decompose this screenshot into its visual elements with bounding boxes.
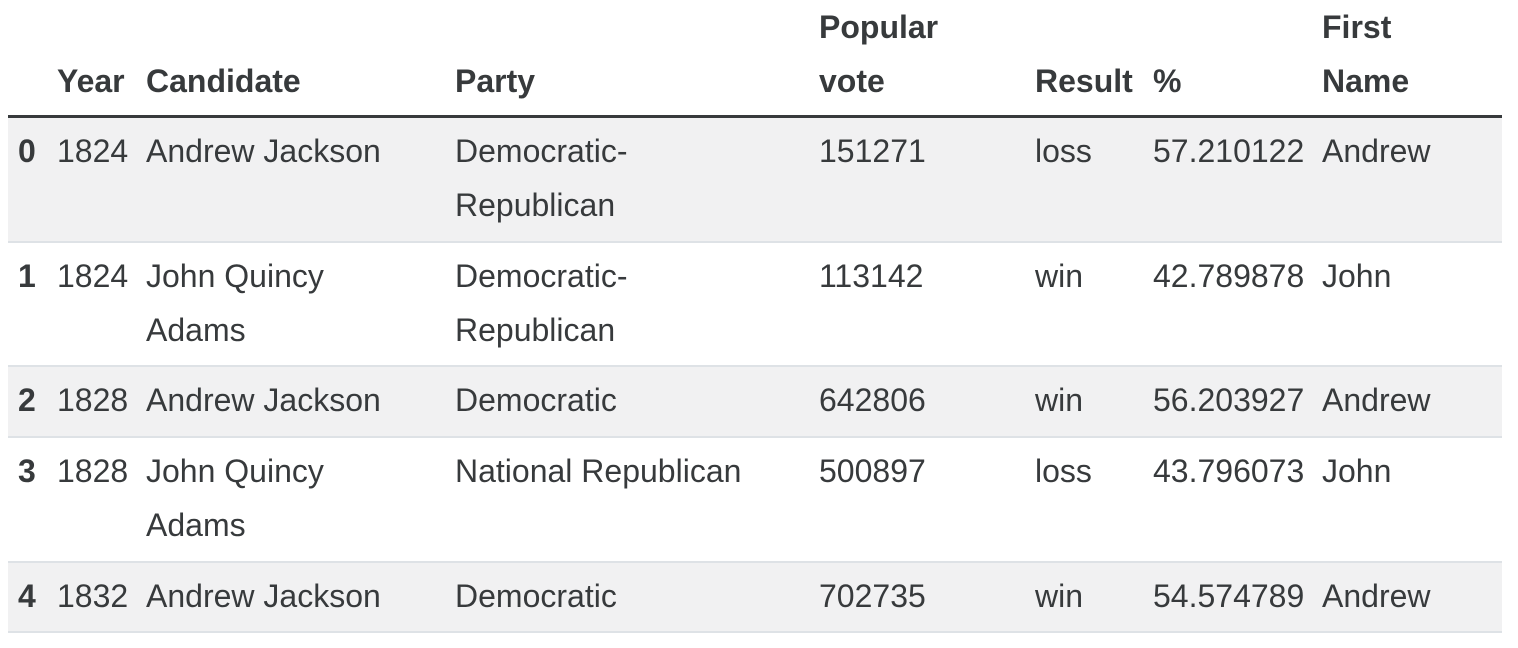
col-header-party: Party (455, 0, 819, 118)
cell-row-index: 0 (8, 116, 57, 243)
col-header-first-name: First Name (1322, 0, 1502, 118)
cell-row-index: 3 (8, 436, 57, 563)
cell-result: win (1035, 366, 1153, 438)
header-row: Year Candidate Party Popular vote Result… (8, 0, 1502, 118)
col-header-result: Result (1035, 0, 1153, 118)
cell-candidate: John Quincy Adams (146, 241, 455, 368)
table-row: 3 1828 John Quincy Adams National Republ… (8, 436, 1502, 563)
cell-result: win (1035, 561, 1153, 633)
dataframe-table: Year Candidate Party Popular vote Result… (8, 0, 1502, 633)
table-body: 0 1824 Andrew Jackson Democratic- Republ… (8, 116, 1502, 633)
cell-party: Democratic- Republican (455, 116, 819, 243)
cell-candidate: John Quincy Adams (146, 436, 455, 563)
table-row: 4 1832 Andrew Jackson Democratic 702735 … (8, 561, 1502, 633)
cell-row-index: 2 (8, 366, 57, 438)
col-header-popular-vote: Popular vote (819, 0, 1035, 118)
cell-result: win (1035, 241, 1153, 368)
cell-party: Democratic- Republican (455, 241, 819, 368)
cell-candidate: Andrew Jackson (146, 366, 455, 438)
cell-row-index: 4 (8, 561, 57, 633)
cell-candidate: Andrew Jackson (146, 561, 455, 633)
col-header-pct: % (1153, 0, 1322, 118)
table-row: 2 1828 Andrew Jackson Democratic 642806 … (8, 366, 1502, 438)
cell-year: 1824 (57, 116, 146, 243)
cell-pct: 56.203927 (1153, 366, 1322, 438)
table-header: Year Candidate Party Popular vote Result… (8, 0, 1502, 118)
cell-first-name: Andrew (1322, 561, 1502, 633)
cell-year: 1824 (57, 241, 146, 368)
cell-pct: 54.574789 (1153, 561, 1322, 633)
cell-year: 1828 (57, 366, 146, 438)
table-row: 0 1824 Andrew Jackson Democratic- Republ… (8, 116, 1502, 243)
cell-first-name: Andrew (1322, 116, 1502, 243)
cell-party: Democratic (455, 561, 819, 633)
col-header-index (8, 0, 57, 118)
cell-candidate: Andrew Jackson (146, 116, 455, 243)
cell-popular-vote: 113142 (819, 241, 1035, 368)
col-header-candidate: Candidate (146, 0, 455, 118)
cell-first-name: Andrew (1322, 366, 1502, 438)
cell-first-name: John (1322, 436, 1502, 563)
cell-party: National Republican (455, 436, 819, 563)
cell-popular-vote: 642806 (819, 366, 1035, 438)
cell-popular-vote: 702735 (819, 561, 1035, 633)
cell-pct: 42.789878 (1153, 241, 1322, 368)
cell-popular-vote: 500897 (819, 436, 1035, 563)
cell-result: loss (1035, 116, 1153, 243)
cell-popular-vote: 151271 (819, 116, 1035, 243)
cell-row-index: 1 (8, 241, 57, 368)
cell-pct: 43.796073 (1153, 436, 1322, 563)
cell-first-name: John (1322, 241, 1502, 368)
col-header-year: Year (57, 0, 146, 118)
cell-result: loss (1035, 436, 1153, 563)
cell-pct: 57.210122 (1153, 116, 1322, 243)
cell-party: Democratic (455, 366, 819, 438)
cell-year: 1832 (57, 561, 146, 633)
table-row: 1 1824 John Quincy Adams Democratic- Rep… (8, 241, 1502, 368)
cell-year: 1828 (57, 436, 146, 563)
